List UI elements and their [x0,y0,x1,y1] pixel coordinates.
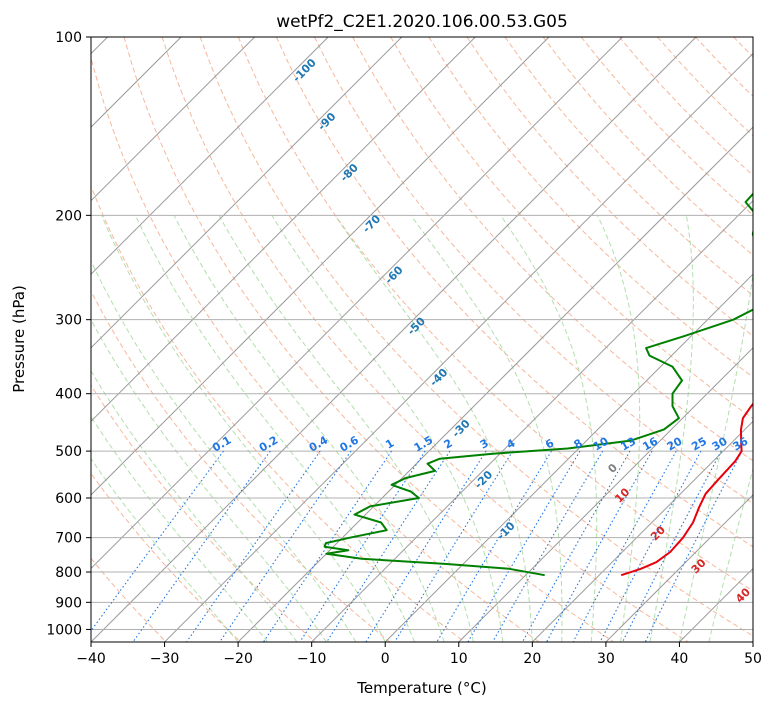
mixing-ratio-line [219,450,352,642]
dry-adiabat-line [91,384,316,642]
moist-adiabat-line [91,369,298,642]
data-lines [323,192,753,577]
y-tick-label: 1000 [46,622,82,638]
isotherm-line [531,420,753,642]
x-tick-label: 50 [744,651,762,667]
y-axis-label: Pressure (hPa) [10,285,28,393]
mixing-ratio-line [572,450,677,642]
isotherm-line [91,37,256,202]
moist-adiabat-line [91,318,327,642]
mixing-ratio-line [91,450,224,632]
mixing-ratio-line [263,450,392,642]
profile-line [323,192,753,577]
x-tick-label: −30 [150,651,180,667]
isotherm-line [91,37,697,642]
x-tick-label: 10 [450,651,468,667]
dry-adiabat-line [91,185,465,642]
moist-adiabat-line [500,215,598,642]
x-axis-label: Temperature (°C) [356,679,486,697]
moist-adiabat-line [271,215,504,642]
moist-adiabat-line [91,259,357,642]
dry-adiabat-line [161,37,689,642]
moist-adiabat-line [708,467,753,642]
dry-adiabat-line [352,37,753,462]
isotherm-line [458,347,753,642]
dry-adiabat-line [504,37,753,296]
y-tick-label: 300 [55,313,82,329]
dry-adiabat-line [466,37,753,337]
moist-adiabat-line [678,270,753,642]
moist-adiabat-line [91,415,268,642]
background-lines [91,37,753,642]
y-tick-label: 500 [55,444,82,460]
dry-adiabat-line [91,290,391,642]
y-tick-label: 700 [55,531,82,547]
y-tick-label: 400 [55,387,82,403]
y-tick-label: 600 [55,491,82,507]
x-tick-label: −10 [297,651,327,667]
y-tick-label: 800 [55,565,82,581]
dry-adiabat-line [123,37,614,642]
isotherm-line [91,37,403,349]
moist-adiabat-line [410,215,563,642]
y-tick-label: 900 [55,595,82,611]
isotherm-line [164,52,753,642]
moist-adiabat-line [173,215,445,642]
x-tick-label: −20 [223,651,253,667]
mixing-ratio-line [522,450,631,642]
moist-adiabat-line [649,215,694,642]
x-tick-label: 40 [671,651,689,667]
moist-adiabat-line [134,215,416,642]
mixing-ratio-line [186,450,321,642]
x-tick-label: 0 [381,651,390,667]
y-tick-label: 200 [55,208,82,224]
dry-adiabat-line [237,37,753,592]
isotherm-line [311,199,753,642]
chart-title: wetPf2_C2E1.2020.106.00.53.G05 [276,12,568,32]
dry-adiabat-line [91,472,242,642]
isotherm-line [384,273,753,642]
y-tick-label: 100 [55,30,82,46]
dry-adiabat-line [314,37,753,505]
mixing-ratio-line [299,450,426,642]
isotherm-line [91,37,550,496]
dry-adiabat-line [390,37,753,420]
profile-line [620,402,753,577]
x-tick-label: 30 [597,651,615,667]
mixing-ratio-line [599,450,702,642]
x-tick-label: −40 [76,651,106,667]
mixing-ratio-line [492,450,604,642]
mixing-ratio-line [644,450,743,642]
dry-adiabat-line [428,37,753,378]
axes: −40 −30 −20 −10 0 10 20 30 40 50 100 200 300 400 500 60… [46,30,762,667]
moist-adiabat-line [596,215,641,642]
mixing-ratio-line [622,450,722,642]
moist-adiabat-line [91,457,239,642]
isotherm-line [91,37,623,570]
moist-adiabat-line [101,215,386,642]
plot-frame [90,36,754,643]
mixing-ratio-line [546,450,653,642]
isotherm-line [91,37,329,275]
x-tick-label: 20 [523,651,541,667]
isotherm-line [605,494,753,642]
dry-adiabat-line [91,55,540,642]
dry-adiabat-line [275,37,753,548]
isotherm-line [91,37,476,423]
